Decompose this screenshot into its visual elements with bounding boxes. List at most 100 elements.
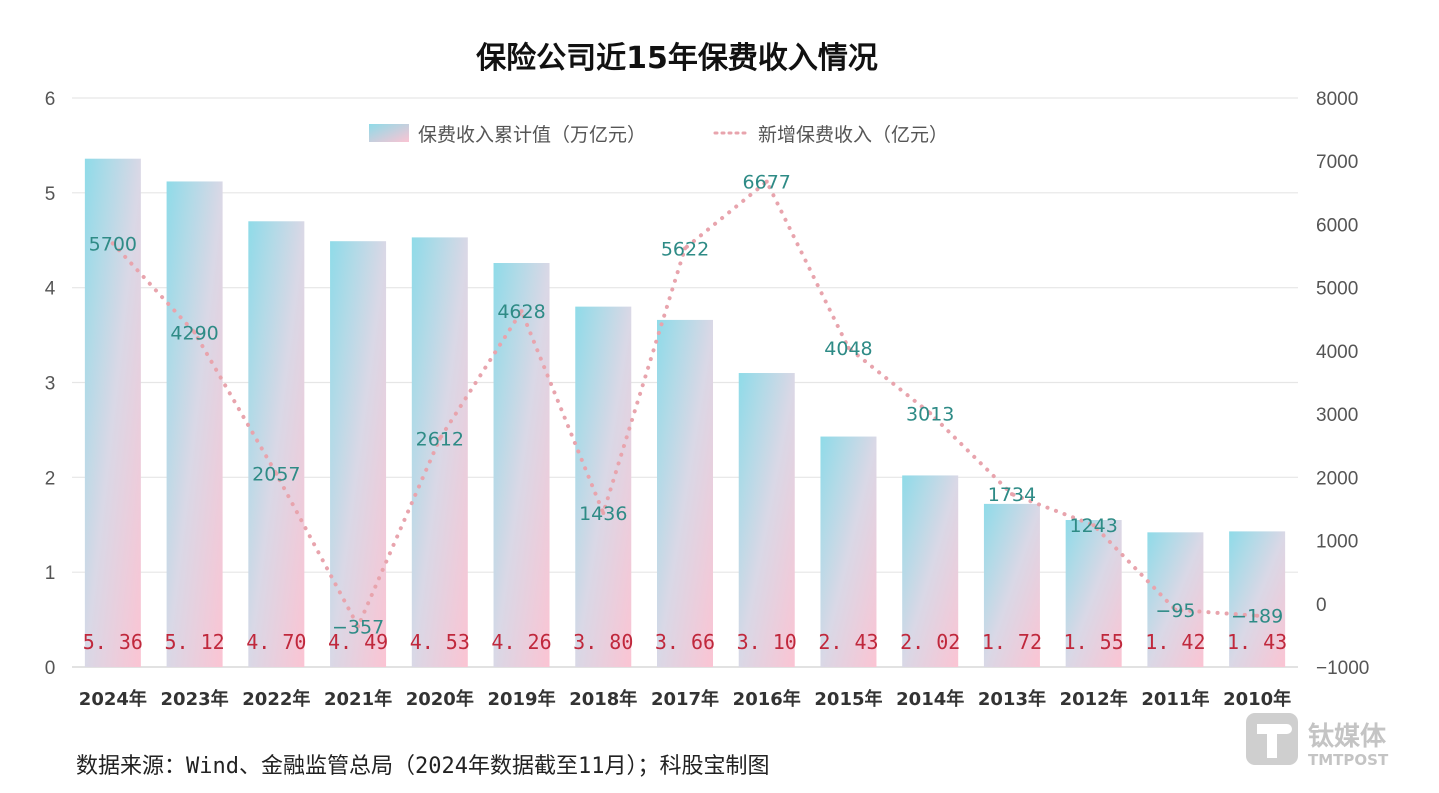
- line-labels: 5700 4290 2057 −357 2612 4628 1436 5622 6677 4048…: [89, 172, 1284, 639]
- bar-data-label: 4. 70: [246, 630, 306, 654]
- line-data-label: 2057: [252, 464, 300, 486]
- bar: [1147, 532, 1204, 667]
- right-tick-label: 0: [1316, 595, 1327, 616]
- left-tick-label: 0: [45, 658, 56, 679]
- left-axis: 0 1 2 3 4 5 6: [45, 89, 56, 679]
- line-point: [519, 309, 524, 314]
- category-label: 2012年: [1060, 688, 1128, 710]
- right-tick-label: 2000: [1316, 468, 1358, 489]
- bar-data-label: 1. 42: [1145, 630, 1205, 654]
- line-point: [1091, 523, 1096, 528]
- line-series: [110, 178, 1260, 631]
- line-data-label: 1243: [1069, 515, 1117, 537]
- bar: [657, 319, 713, 667]
- line-data-label: 2612: [416, 429, 464, 451]
- category-label: 2024年: [79, 688, 147, 710]
- bar: [248, 221, 305, 668]
- legend-line-label: 新增保费收入（亿元）: [758, 124, 948, 146]
- bar-labels: 5. 36 5. 12 4. 70 4. 49 4. 53 4. 26 3. 80 3. 66…: [83, 630, 1287, 654]
- category-label: 2014年: [896, 688, 964, 710]
- category-label: 2019年: [487, 688, 555, 710]
- right-tick-label: −1000: [1316, 658, 1369, 679]
- bar: [166, 181, 223, 667]
- bar: [983, 503, 1040, 667]
- bar-data-label: 3. 80: [573, 630, 633, 654]
- category-label: 2017年: [651, 688, 719, 710]
- line-data-label: 1734: [988, 484, 1036, 506]
- legend-bar-swatch: [369, 124, 409, 142]
- line-data-label: 4628: [497, 301, 545, 323]
- line-point: [437, 436, 442, 441]
- line-point: [764, 179, 769, 184]
- bar-data-label: 1. 43: [1227, 630, 1287, 654]
- category-label: 2023年: [161, 688, 229, 710]
- right-tick-label: 6000: [1316, 215, 1358, 236]
- line-point: [110, 241, 115, 246]
- right-tick-label: 5000: [1316, 279, 1358, 300]
- watermark-cn: 钛媒体: [1308, 722, 1387, 752]
- category-label: 2010年: [1223, 688, 1291, 710]
- bar: [1065, 520, 1122, 667]
- bar-data-label: 5. 12: [164, 630, 224, 654]
- watermark-logo: 钛媒体 TMTPOST: [1246, 713, 1389, 769]
- line-point: [274, 471, 279, 476]
- watermark-en: TMTPOST: [1308, 751, 1389, 769]
- left-tick-label: 6: [45, 89, 56, 110]
- line-point: [192, 330, 197, 335]
- bar-data-label: 4. 26: [491, 630, 551, 654]
- bar-data-label: 2. 02: [900, 630, 960, 654]
- bar: [902, 475, 959, 667]
- line-data-label: −95: [1155, 600, 1195, 622]
- line-point: [1255, 613, 1260, 618]
- line-data-label: 4290: [170, 323, 218, 345]
- right-tick-label: 8000: [1316, 89, 1358, 110]
- bar-data-label: 1. 72: [982, 630, 1042, 654]
- line-point: [846, 345, 851, 350]
- category-label: 2011年: [1141, 688, 1209, 710]
- category-label: 2013年: [978, 688, 1046, 710]
- bar: [738, 373, 795, 667]
- right-tick-label: 1000: [1316, 532, 1358, 553]
- line-data-label: −357: [332, 616, 384, 638]
- bar-data-label: 4. 53: [410, 630, 470, 654]
- source-note: 数据来源：Wind、金融监管总局（2024年数据截至11月）；科股宝制图: [76, 754, 769, 779]
- category-label: 2018年: [569, 688, 637, 710]
- bar-data-label: 1. 55: [1064, 630, 1124, 654]
- left-tick-label: 3: [45, 374, 56, 395]
- category-label: 2015年: [814, 688, 882, 710]
- line-data-label: −189: [1231, 606, 1283, 628]
- legend: 保费收入累计值（万亿元） 新增保费收入（亿元）: [369, 124, 948, 146]
- bar-data-label: 3. 10: [737, 630, 797, 654]
- category-label: 2016年: [733, 688, 801, 710]
- line-data-label: 4048: [824, 338, 872, 360]
- line-point: [356, 624, 361, 629]
- bar: [330, 241, 387, 667]
- category-label: 2020年: [406, 688, 474, 710]
- line-point: [683, 246, 687, 251]
- bars: [84, 158, 1286, 668]
- line-data-label: 3013: [906, 403, 954, 425]
- category-labels: 2024年 2023年 2022年 2021年 2020年 2019年 2018年 2017年…: [79, 688, 1291, 710]
- legend-bar-label: 保费收入累计值（万亿元）: [418, 124, 646, 146]
- bar: [411, 237, 468, 667]
- bar: [575, 306, 632, 667]
- bar: [493, 263, 550, 667]
- right-tick-label: 7000: [1316, 152, 1358, 173]
- category-label: 2021年: [324, 688, 392, 710]
- line-point: [1173, 607, 1178, 612]
- left-tick-label: 1: [45, 563, 56, 584]
- right-tick-label: 4000: [1316, 342, 1358, 363]
- watermark-t-glyph: [1257, 724, 1292, 758]
- line-data-label: 1436: [579, 503, 627, 525]
- line-point: [928, 411, 933, 416]
- bar: [1229, 531, 1286, 667]
- left-tick-label: 5: [45, 184, 56, 205]
- line-data-label: 6677: [743, 172, 791, 194]
- bar-data-label: 3. 66: [655, 630, 715, 654]
- left-tick-label: 2: [45, 468, 56, 489]
- line-data-label: 5700: [89, 233, 137, 255]
- left-tick-label: 4: [45, 279, 56, 300]
- line-point: [601, 510, 606, 515]
- right-axis: −1000 0 1000 2000 3000 4000 5000 6000 7000 8000: [1316, 89, 1369, 679]
